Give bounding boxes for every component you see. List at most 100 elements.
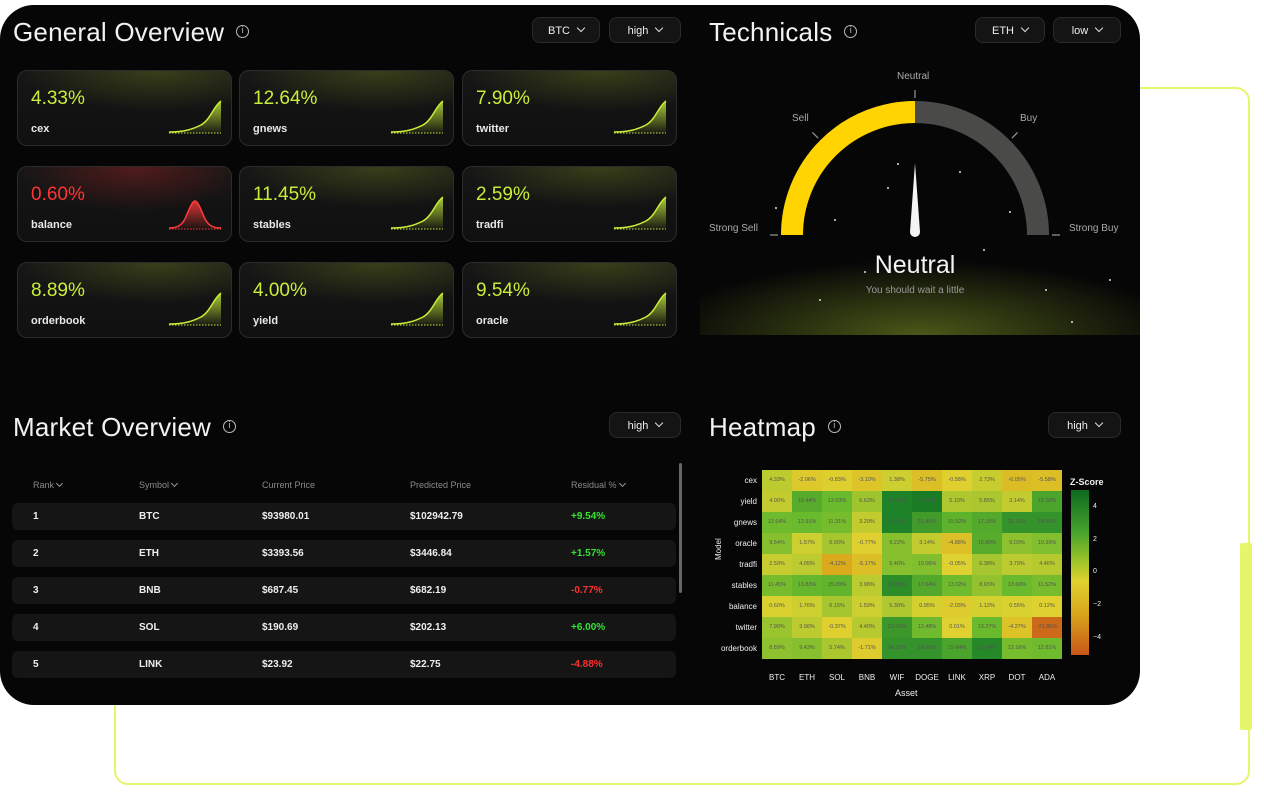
heatmap-cell[interactable]: 10.06% [912,554,942,575]
heatmap-cell[interactable]: 0.95% [912,596,942,617]
heatmap-cell[interactable]: 16.44% [792,491,822,512]
heatmap-cell[interactable]: 3.14% [1002,491,1032,512]
info-icon[interactable]: i [844,24,858,38]
heatmap-cell[interactable]: 32.54% [972,638,1002,659]
heatmap-cell[interactable]: -5.17% [852,554,882,575]
heatmap-cell[interactable]: 1.59% [852,596,882,617]
table-row[interactable]: 5 LINK $23.92 $22.75 -4.88% [12,651,676,678]
metric-card-tradfi[interactable]: 2.59% tradfi [462,166,677,242]
heatmap-cell[interactable]: -5.58% [1032,470,1062,491]
heatmap-cell[interactable]: 11.31% [822,512,852,533]
info-icon[interactable]: i [223,419,237,433]
heatmap-cell[interactable]: 5.10% [942,491,972,512]
heatmap-level-dropdown[interactable]: high [1048,412,1121,438]
heatmap-cell[interactable]: 4.46% [1032,554,1062,575]
heatmap-cell[interactable]: 4.40% [852,617,882,638]
general-asset-dropdown[interactable]: BTC [532,17,600,43]
heatmap-cell[interactable]: 6.15% [822,596,852,617]
table-row[interactable]: 2 ETH $3393.56 $3446.84 +1.57% [12,540,676,567]
technicals-asset-dropdown[interactable]: ETH [975,17,1045,43]
general-level-dropdown[interactable]: high [609,17,681,43]
heatmap-cell[interactable]: 12.16% [1002,638,1032,659]
heatmap-cell[interactable]: 10.39% [1032,533,1062,554]
heatmap-cell[interactable]: 11.52% [1032,575,1062,596]
heatmap-cell[interactable]: 28.55% [882,575,912,596]
heatmap-cell[interactable]: 4.05% [792,554,822,575]
heatmap-cell[interactable]: 3.96% [792,617,822,638]
heatmap-cell[interactable]: -21.86% [1032,617,1062,638]
column-header-residual[interactable]: Residual % [550,477,676,493]
heatmap-cell[interactable]: 42.20% [912,491,942,512]
heatmap-cell[interactable]: -4.27% [1002,617,1032,638]
heatmap-cell[interactable]: 1.38% [882,470,912,491]
heatmap-cell[interactable]: -0.05% [942,554,972,575]
heatmap-cell[interactable]: -4.88% [942,533,972,554]
heatmap-cell[interactable]: 7.90% [762,617,792,638]
heatmap-cell[interactable]: 13.03% [822,491,852,512]
heatmap-cell[interactable]: 16.80% [972,533,1002,554]
technicals-level-dropdown[interactable]: low [1053,17,1121,43]
heatmap-cell[interactable]: 2.59% [762,554,792,575]
heatmap-cell[interactable]: 0.01% [942,617,972,638]
table-row[interactable]: 1 BTC $93980.01 $102942.79 +9.54% [12,503,676,530]
heatmap-cell[interactable]: -0.77% [852,533,882,554]
heatmap-cell[interactable]: 35.14% [882,491,912,512]
heatmap-cell[interactable]: -6.05% [1002,470,1032,491]
heatmap-cell[interactable]: 0.12% [1032,596,1062,617]
heatmap-cell[interactable]: 4.33% [762,470,792,491]
heatmap-cell[interactable]: 4.00% [762,491,792,512]
heatmap-cell[interactable]: 13.83% [792,575,822,596]
heatmap-cell[interactable]: -0.37% [822,617,852,638]
heatmap-cell[interactable]: 5.85% [972,491,1002,512]
heatmap-cell[interactable]: 17.64% [912,575,942,596]
market-table-scrollbar[interactable] [679,463,682,593]
metric-card-oracle[interactable]: 9.54% oracle [462,262,677,338]
heatmap-cell[interactable]: 23.01% [882,617,912,638]
column-header-symbol[interactable]: Symbol [118,477,241,493]
heatmap-cell[interactable]: 9.40% [882,554,912,575]
heatmap-cell[interactable]: 9.54% [762,533,792,554]
heatmap-cell[interactable]: 15.52% [942,512,972,533]
heatmap-cell[interactable]: 13.27% [972,617,1002,638]
heatmap-cell[interactable]: 3.79% [1002,554,1032,575]
table-row[interactable]: 3 BNB $687.45 $682.19 -0.77% [12,577,676,604]
heatmap-cell[interactable]: 6.00% [822,533,852,554]
heatmap-cell[interactable]: -5.75% [912,470,942,491]
heatmap-cell[interactable]: 19.64% [942,638,972,659]
heatmap-cell[interactable]: 3.98% [852,575,882,596]
heatmap-cell[interactable]: -2.06% [792,470,822,491]
heatmap-cell[interactable]: 8.65% [972,575,1002,596]
heatmap-cell[interactable]: 13.02% [942,575,972,596]
metric-card-yield[interactable]: 4.00% yield [239,262,454,338]
metric-card-balance[interactable]: 0.60% balance [17,166,232,242]
heatmap-cell[interactable]: 6.63% [852,491,882,512]
heatmap-cell[interactable]: 9.22% [882,533,912,554]
heatmap-cell[interactable]: -0.58% [942,470,972,491]
heatmap-cell[interactable]: 0.60% [762,596,792,617]
metric-card-cex[interactable]: 4.33% cex [17,70,232,146]
heatmap-cell[interactable]: 1.76% [792,596,822,617]
heatmap-cell[interactable]: 24.52% [882,638,912,659]
heatmap-cell[interactable]: 12.64% [762,512,792,533]
metric-card-stables[interactable]: 11.45% stables [239,166,454,242]
info-icon[interactable]: i [827,419,841,433]
heatmap-cell[interactable]: 9.03% [1002,533,1032,554]
heatmap-cell[interactable]: 21.46% [912,512,942,533]
heatmap-cell[interactable]: 6.38% [972,554,1002,575]
heatmap-cell[interactable]: 5.30% [882,596,912,617]
table-row[interactable]: 4 SOL $190.69 $202.13 +6.00% [12,614,676,641]
heatmap-cell[interactable]: 9.43% [792,638,822,659]
heatmap-cell[interactable]: -0.83% [822,470,852,491]
heatmap-cell[interactable]: 25.13% [1002,512,1032,533]
heatmap-cell[interactable]: -3.10% [852,470,882,491]
heatmap-cell[interactable]: 12.48% [912,617,942,638]
heatmap-cell[interactable]: -2.03% [942,596,972,617]
column-header-rank[interactable]: Rank [12,477,118,493]
heatmap-cell[interactable]: 1.57% [792,533,822,554]
heatmap-cell[interactable]: 11.45% [762,575,792,596]
metric-card-twitter[interactable]: 7.90% twitter [462,70,677,146]
heatmap-cell[interactable]: 0.55% [1002,596,1032,617]
heatmap-cell[interactable]: -1.71% [852,638,882,659]
heatmap-cell[interactable]: -4.12% [822,554,852,575]
info-icon[interactable]: i [236,24,250,38]
